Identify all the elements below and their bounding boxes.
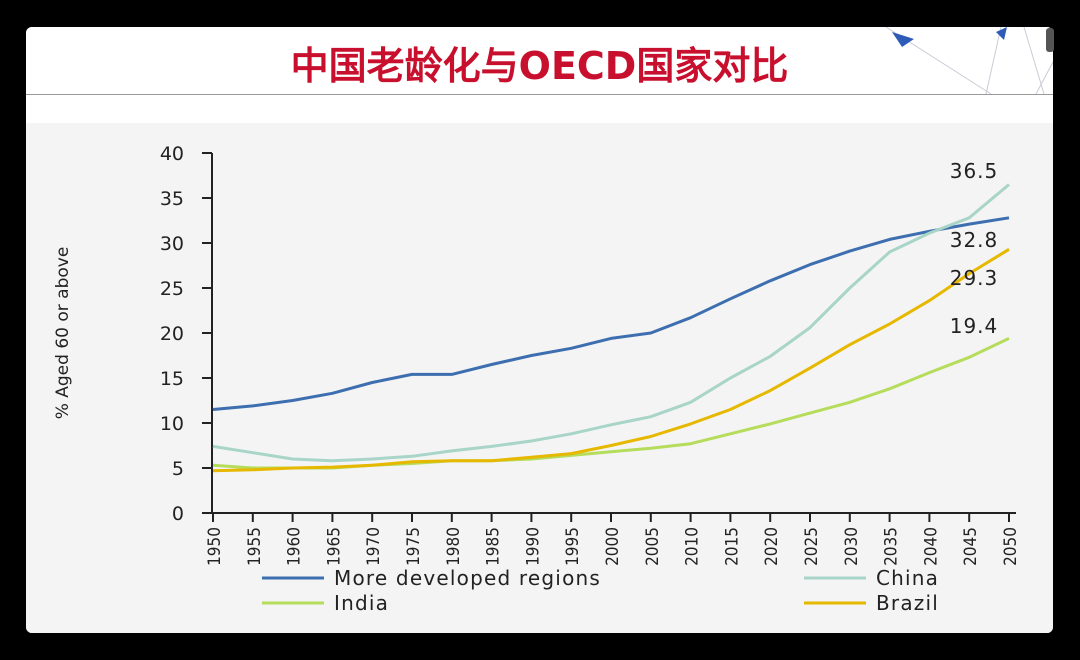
end-value-label: 29.3 <box>950 266 999 290</box>
slide-title: 中国老龄化与OECD国家对比 <box>290 44 789 88</box>
y-tick-label: 5 <box>172 458 184 480</box>
x-tick-label: 2020 <box>762 527 782 566</box>
x-tick-label: 2035 <box>882 527 902 566</box>
y-tick-label: 40 <box>160 143 184 165</box>
legend-label: China <box>876 566 939 590</box>
x-tick-label: 2005 <box>643 527 663 566</box>
x-tick-label: 1950 <box>205 527 225 566</box>
end-value-label: 32.8 <box>950 228 999 252</box>
series-line-india <box>212 337 1010 470</box>
x-tick-label: 2030 <box>842 527 862 566</box>
triangle-deco-icon <box>892 32 914 47</box>
y-tick-label: 15 <box>160 368 184 390</box>
x-tick-label: 1995 <box>563 527 583 566</box>
series-line-china <box>212 183 1010 463</box>
x-tick-label: 1985 <box>484 527 504 566</box>
legend-label: More developed regions <box>334 566 601 590</box>
x-tick-label: 2040 <box>921 527 941 566</box>
y-tick-label: 30 <box>160 233 184 255</box>
x-tick-label: 2015 <box>722 527 742 566</box>
y-axis-title: % Aged 60 or above <box>53 247 73 420</box>
end-value-label: 19.4 <box>950 314 999 338</box>
x-tick-label: 2010 <box>683 527 703 566</box>
x-tick-label: 1955 <box>245 527 265 566</box>
x-tick-label: 1980 <box>444 527 464 566</box>
legend-label: India <box>334 591 389 615</box>
x-tick-label: 1965 <box>324 527 344 566</box>
x-tick-label: 2050 <box>1001 527 1021 566</box>
end-value-label: 36.5 <box>950 159 999 183</box>
x-tick-label: 2025 <box>802 527 822 566</box>
y-tick-label: 0 <box>172 503 184 525</box>
slide: 中国老龄化与OECD国家对比 0 5 10 15 20 25 30 35 40 1950 1955 1… <box>26 27 1053 633</box>
y-tick-label: 10 <box>160 413 184 435</box>
chart-background <box>26 123 1053 633</box>
legend-label: Brazil <box>876 591 939 615</box>
triangle-deco-icon <box>996 27 1007 40</box>
y-tick-label: 25 <box>160 278 184 300</box>
x-tick-label: 2000 <box>603 527 623 566</box>
y-tick-label: 35 <box>160 188 184 210</box>
title-band: 中国老龄化与OECD国家对比 <box>26 27 1053 94</box>
x-tick-label: 1970 <box>364 527 384 566</box>
x-tick-label: 1990 <box>523 527 543 566</box>
x-tick-label: 2045 <box>961 527 981 566</box>
x-tick-label: 1975 <box>404 527 424 566</box>
title-rule <box>26 94 1053 95</box>
x-tick-label: 1960 <box>285 527 305 566</box>
corner-decoration <box>885 27 1053 95</box>
y-tick-label: 20 <box>160 323 184 345</box>
series-line-more-developed-regions <box>212 216 1010 411</box>
scrollbar-handle[interactable] <box>1046 28 1054 52</box>
series-line-brazil <box>212 248 1010 473</box>
